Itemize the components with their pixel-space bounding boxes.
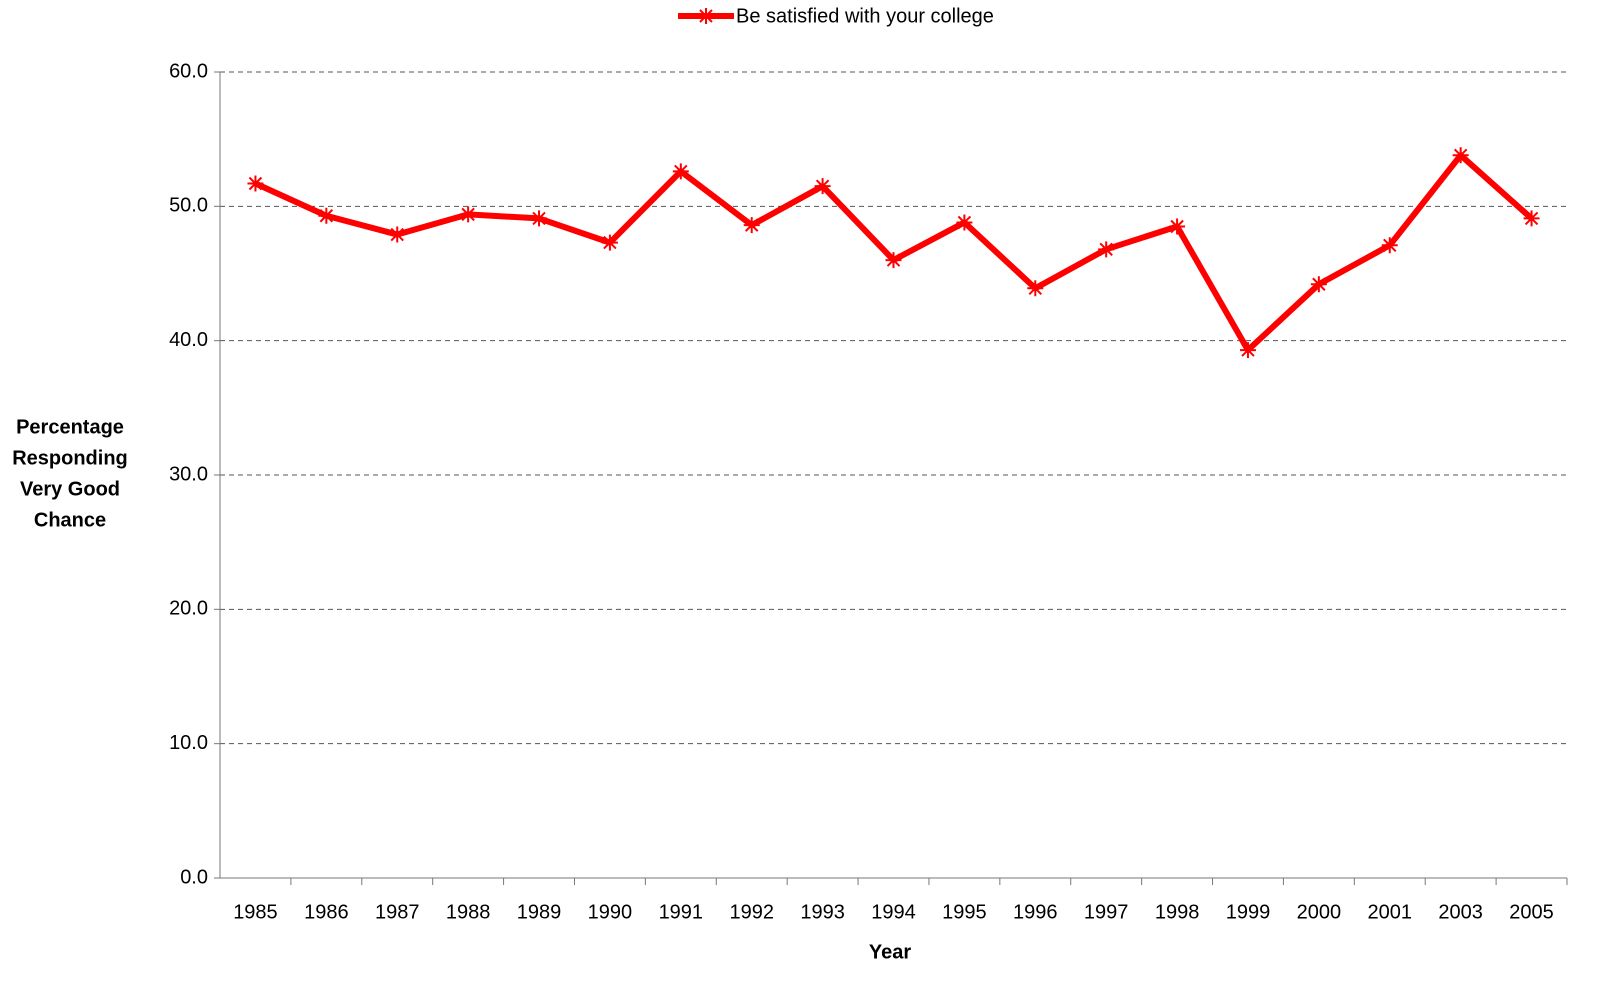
x-tick-label: 1986 — [304, 901, 349, 923]
x-tick-label: 1999 — [1226, 901, 1271, 923]
point-marker — [247, 175, 264, 192]
x-tick-label: 1991 — [659, 901, 704, 923]
x-tick-label: 1994 — [871, 901, 916, 923]
x-tick-label: 2001 — [1368, 901, 1413, 923]
point-marker — [1239, 342, 1256, 359]
x-tick-label: 1993 — [800, 901, 845, 923]
y-tick-label: 60.0 — [169, 60, 208, 82]
x-tick-label: 1992 — [729, 901, 774, 923]
x-axis-label: Year — [869, 941, 911, 963]
x-tick-label: 1987 — [375, 901, 420, 923]
y-tick-label: 40.0 — [169, 329, 208, 351]
y-axis-label: Very Good — [20, 478, 120, 500]
y-tick-label: 20.0 — [169, 598, 208, 620]
x-tick-label: 2000 — [1297, 901, 1342, 923]
x-tick-label: 1995 — [942, 901, 987, 923]
x-tick-label: 2005 — [1509, 901, 1554, 923]
point-marker — [318, 207, 335, 224]
x-tick-label: 1990 — [588, 901, 633, 923]
point-marker — [1098, 241, 1115, 258]
x-tick-label: 1998 — [1155, 901, 1200, 923]
point-marker — [1381, 237, 1398, 254]
point-marker — [601, 234, 618, 251]
point-marker — [1027, 280, 1044, 297]
point-marker — [460, 206, 477, 223]
y-axis-label: Responding — [12, 447, 128, 469]
point-marker — [1169, 218, 1186, 235]
x-tick-label: 1989 — [517, 901, 562, 923]
y-axis-label: Chance — [34, 509, 106, 531]
point-marker — [956, 214, 973, 231]
point-marker — [1452, 147, 1469, 164]
y-axis-label: Percentage — [16, 416, 124, 438]
y-tick-label: 0.0 — [180, 866, 208, 888]
y-tick-label: 10.0 — [169, 732, 208, 754]
point-marker — [1523, 210, 1540, 227]
point-marker — [531, 210, 548, 227]
point-marker — [672, 163, 689, 180]
x-tick-label: 1985 — [233, 901, 278, 923]
legend-label: Be satisfied with your college — [736, 5, 994, 27]
point-marker — [743, 217, 760, 234]
x-tick-label: 1996 — [1013, 901, 1058, 923]
legend-marker — [698, 8, 714, 24]
x-tick-label: 1997 — [1084, 901, 1129, 923]
x-tick-label: 2003 — [1438, 901, 1483, 923]
y-tick-label: 30.0 — [169, 463, 208, 485]
point-marker — [814, 178, 831, 195]
point-marker — [389, 226, 406, 243]
point-marker — [1310, 276, 1327, 293]
y-tick-label: 50.0 — [169, 195, 208, 217]
point-marker — [885, 252, 902, 269]
x-tick-label: 1988 — [446, 901, 491, 923]
